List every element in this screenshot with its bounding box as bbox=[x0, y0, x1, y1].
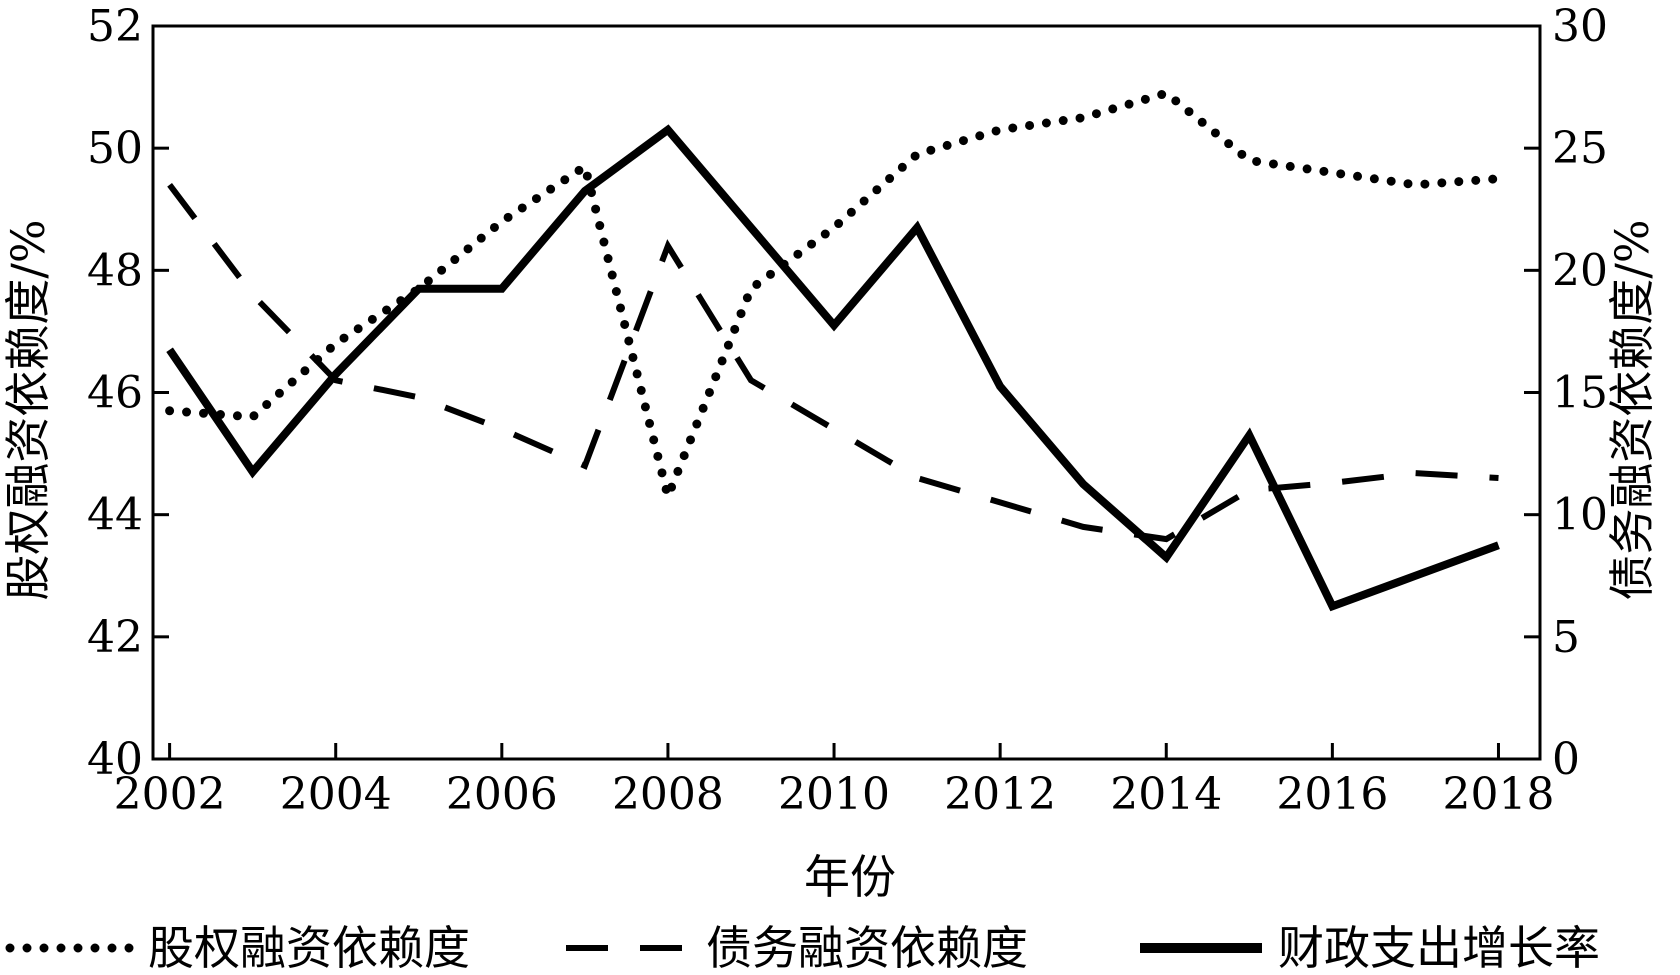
y-right-tick-label: 0 bbox=[1552, 734, 1580, 785]
y-left-tick-label: 42 bbox=[87, 612, 143, 663]
axes-layer: 2002 2004 2006 2008 2010 2012 2014 2016 20184042… bbox=[87, 1, 1608, 820]
x-tick-label: 2016 bbox=[1276, 769, 1388, 820]
y-left-tick-label: 40 bbox=[87, 734, 143, 785]
y-left-tick-label: 44 bbox=[87, 490, 143, 541]
equity-dependency-line bbox=[165, 88, 1503, 511]
debt-dependency-line bbox=[167, 182, 1499, 543]
y-right-tick-label: 20 bbox=[1552, 245, 1608, 296]
x-axis-title: 年份 bbox=[804, 850, 896, 904]
x-tick-label: 2006 bbox=[446, 769, 558, 820]
fiscal-expenditure-growth-line bbox=[166, 124, 1500, 612]
y-left-tick-label: 50 bbox=[87, 123, 143, 174]
y-right-tick-label: 10 bbox=[1552, 490, 1608, 541]
y-left-tick-label: 46 bbox=[87, 368, 143, 419]
y-right-tick-label: 30 bbox=[1552, 1, 1608, 52]
legend-label-debt: 债务融资依赖度 bbox=[706, 921, 1028, 975]
y-right-tick-label: 25 bbox=[1552, 123, 1608, 174]
legend: 股权融资依赖度 债务融资依赖度 财政支出增长率 bbox=[5, 921, 1600, 975]
y-axis-right-title: 债务融资依赖度/% bbox=[1605, 219, 1659, 600]
series-layer bbox=[165, 88, 1503, 612]
x-tick-label: 2010 bbox=[778, 769, 890, 820]
y-left-tick-label: 48 bbox=[87, 245, 143, 296]
x-tick-label: 2012 bbox=[944, 769, 1056, 820]
y-right-tick-label: 15 bbox=[1552, 368, 1608, 419]
y-left-tick-label: 52 bbox=[87, 1, 143, 52]
plot-frame bbox=[151, 24, 1542, 761]
x-tick-label: 2008 bbox=[612, 769, 724, 820]
legend-label-equity: 股权融资依赖度 bbox=[148, 921, 470, 975]
x-tick-label: 2002 bbox=[114, 769, 226, 820]
x-tick-label: 2004 bbox=[280, 769, 392, 820]
y-right-tick-label: 5 bbox=[1552, 612, 1580, 663]
y-axis-left-title: 股权融资依赖度/% bbox=[1, 219, 55, 600]
x-tick-label: 2014 bbox=[1110, 769, 1222, 820]
legend-label-fiscal: 财政支出增长率 bbox=[1278, 921, 1600, 975]
x-tick-label: 2018 bbox=[1442, 769, 1554, 820]
